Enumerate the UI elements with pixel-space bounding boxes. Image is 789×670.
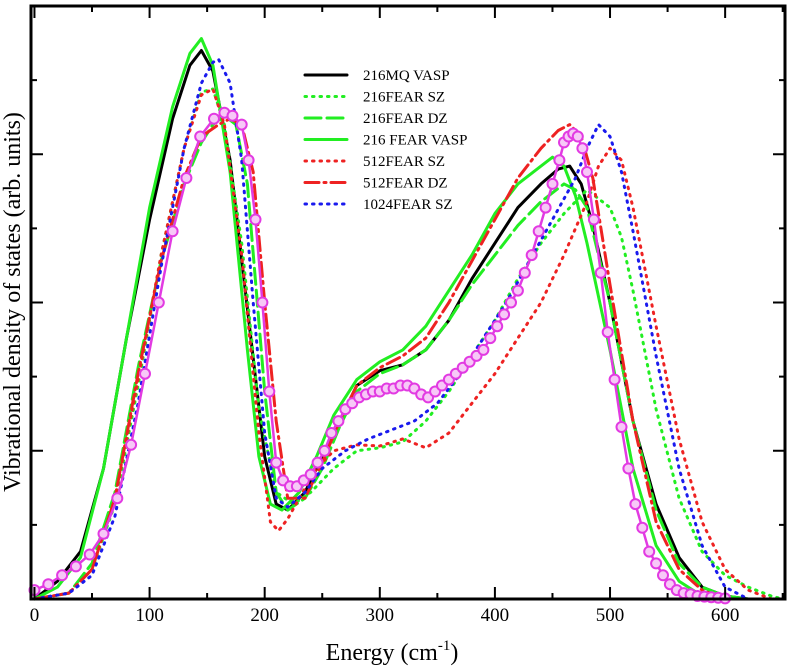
legend-label-1: 216FEAR SZ [363,90,445,106]
series-marker [139,367,151,380]
series-marker [332,415,345,428]
legend-label-0: 216MQ VASP [363,68,450,84]
series-marker [525,249,538,262]
series-marker [235,118,248,131]
axis-ticks: 0 100 200 300 400 500 600 [30,6,785,626]
series-marker [622,462,635,475]
series-marker [576,142,589,155]
series-marker [643,545,656,558]
series-marker [657,569,669,582]
series-marker [601,326,614,339]
legend-label-3: 216 FEAR VASP [363,133,468,149]
series-marker [505,296,517,309]
series-marker [629,498,642,511]
series-marker [256,296,269,309]
series-marker [491,320,504,333]
series-marker [587,213,600,226]
series-marker [636,521,649,534]
legend: 216MQ VASP 216FEAR SZ 216FEAR DZ 216 FEAR V… [303,68,468,213]
series-marker [166,225,179,238]
series-marker [42,578,55,591]
series-marker [325,427,338,439]
legend-label-6: 1024FEAR SZ [363,197,453,213]
series-line-1 [33,87,785,601]
legend-label-5: 512FEAR DZ [363,176,448,192]
x-tick-label: 600 [711,605,740,626]
series-marker [608,373,621,386]
legend-label-4: 512FEAR SZ [363,154,445,170]
series-marker [546,177,559,190]
series-marker [249,213,262,226]
series-marker [111,492,124,505]
series-marker [650,557,663,570]
series-marker [226,109,239,122]
series-line-4 [33,87,773,601]
series-marker [263,385,276,398]
x-axis-label: Energy (cm-1) [326,638,459,666]
series-marker [532,225,545,238]
series-marker [152,296,165,309]
series-marker [518,266,531,279]
series-marker [594,266,607,279]
y-axis-label: Vibrational density of states (arb. unit… [0,112,26,492]
series-marker [69,560,82,573]
series-marker [571,130,584,143]
series-marker [498,308,511,321]
legend-label-2: 216FEAR DZ [363,111,448,127]
series-marker [56,569,69,582]
series-layer [28,37,785,605]
series-marker [194,130,207,143]
series-marker [477,343,490,356]
x-tick-label: 200 [250,605,279,626]
x-tick-label: 100 [135,605,164,626]
series-marker [304,468,317,481]
x-tick-label: 0 [30,605,40,626]
series-marker [581,166,593,178]
series-marker [539,201,552,214]
series-marker [125,438,138,451]
series-line-6 [33,57,750,601]
series-line-3 [33,37,727,601]
series-marker [553,154,566,167]
x-axis-label-tail: ) [450,640,458,666]
series-marker [242,154,255,167]
x-tick-label: 500 [596,605,625,626]
x-tick-label: 300 [366,605,395,626]
x-axis-label-superscript: -1 [438,638,451,654]
series-marker [484,332,497,345]
x-tick-label: 400 [481,605,510,626]
series-marker [97,527,110,540]
series-marker [208,112,220,125]
series-marker [83,548,96,561]
series-marker [180,172,193,184]
series-marker [270,456,283,469]
series-marker [318,444,331,457]
series-marker [511,284,524,297]
series-marker [615,421,628,433]
series-marker [311,456,324,469]
